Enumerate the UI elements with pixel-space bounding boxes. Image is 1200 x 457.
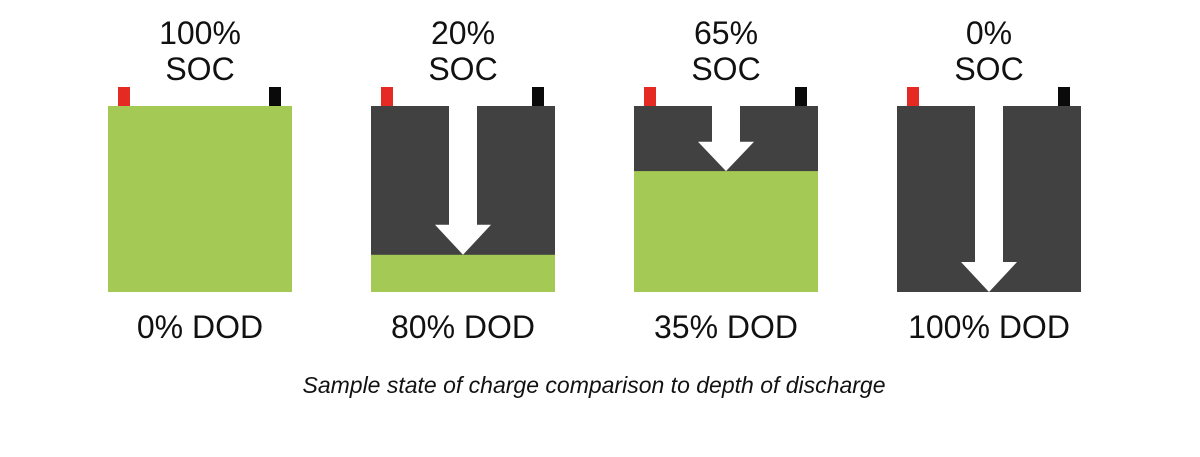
negative-terminal <box>1058 87 1070 106</box>
negative-terminal <box>269 87 281 106</box>
dod-label: 35% DOD <box>654 309 798 345</box>
dod-label: 80% DOD <box>391 309 535 345</box>
battery-2: 20%SOC 80% DOD <box>371 15 555 345</box>
discharge-arrow-icon <box>698 106 754 172</box>
dod-label: 100% DOD <box>908 309 1070 345</box>
battery-1: 100%SOC 0% DOD <box>108 15 292 345</box>
negative-terminal <box>795 87 807 106</box>
battery-3: 65%SOC 35% DOD <box>634 15 818 345</box>
soc-unit-label: SOC <box>954 51 1023 87</box>
soc-value-label: 0% <box>966 15 1012 51</box>
discharge-arrow-icon <box>435 106 491 255</box>
soc-value-label: 65% <box>694 15 758 51</box>
battery-4: 0%SOC 100% DOD <box>897 15 1081 345</box>
soc-value-label: 100% <box>159 15 241 51</box>
soc-value-label: 20% <box>431 15 495 51</box>
positive-terminal <box>118 87 130 106</box>
soc-unit-label: SOC <box>691 51 760 87</box>
soc-unit-label: SOC <box>428 51 497 87</box>
positive-terminal <box>644 87 656 106</box>
caption: Sample state of charge comparison to dep… <box>302 372 886 398</box>
positive-terminal <box>381 87 393 106</box>
soc-unit-label: SOC <box>165 51 234 87</box>
charge-level-fill <box>371 254 555 292</box>
negative-terminal <box>532 87 544 106</box>
discharge-arrow-icon <box>961 106 1017 292</box>
positive-terminal <box>907 87 919 106</box>
dod-label: 0% DOD <box>137 309 263 345</box>
charge-level-fill <box>108 106 292 292</box>
charge-level-fill <box>634 171 818 292</box>
